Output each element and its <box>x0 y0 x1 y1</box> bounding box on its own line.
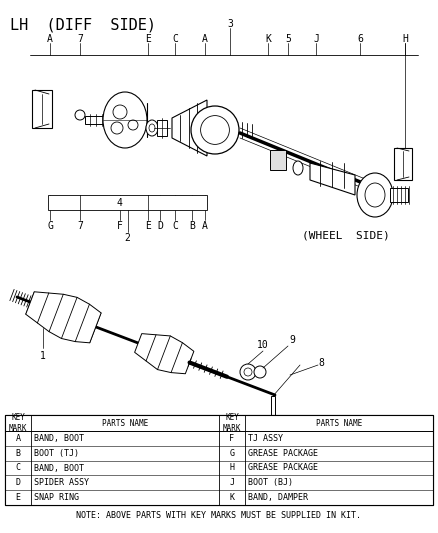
Ellipse shape <box>113 105 127 119</box>
Bar <box>32 90 52 128</box>
Text: F: F <box>230 434 234 443</box>
Bar <box>390 188 408 202</box>
Ellipse shape <box>240 364 256 380</box>
Text: A: A <box>47 34 53 44</box>
Polygon shape <box>172 100 207 156</box>
Ellipse shape <box>146 120 158 136</box>
Polygon shape <box>134 334 194 374</box>
Ellipse shape <box>191 106 239 154</box>
Text: 1: 1 <box>40 351 46 361</box>
Text: E: E <box>145 221 151 231</box>
Text: BAND, DAMPER: BAND, DAMPER <box>248 493 308 502</box>
Ellipse shape <box>293 161 303 175</box>
Bar <box>394 148 412 180</box>
Text: KEY
MARK: KEY MARK <box>223 413 241 433</box>
Polygon shape <box>310 163 355 195</box>
Text: F: F <box>117 221 123 231</box>
Bar <box>85 116 115 124</box>
Ellipse shape <box>254 366 266 378</box>
Text: G: G <box>230 449 234 458</box>
Text: 7: 7 <box>77 221 83 231</box>
Bar <box>270 150 286 170</box>
Ellipse shape <box>103 92 147 148</box>
Bar <box>5 415 433 505</box>
Text: 2: 2 <box>124 233 131 243</box>
Text: 4: 4 <box>117 198 123 207</box>
Ellipse shape <box>111 122 123 134</box>
Text: G: G <box>47 221 53 231</box>
Text: H: H <box>230 464 234 472</box>
Text: BAND, BOOT: BAND, BOOT <box>34 464 84 472</box>
Ellipse shape <box>75 110 85 120</box>
Text: 9: 9 <box>289 335 295 345</box>
Text: B: B <box>189 221 195 231</box>
Text: D: D <box>15 478 21 487</box>
Text: E: E <box>15 493 21 502</box>
Text: K: K <box>230 493 234 502</box>
Text: A: A <box>202 221 208 231</box>
Text: SNAP RING: SNAP RING <box>34 493 79 502</box>
Ellipse shape <box>128 120 138 130</box>
Text: C: C <box>15 464 21 472</box>
Text: 5: 5 <box>285 34 291 44</box>
Text: BOOT (TJ): BOOT (TJ) <box>34 449 79 458</box>
Ellipse shape <box>244 368 252 376</box>
Text: BAND, BOOT: BAND, BOOT <box>34 434 84 443</box>
Text: GREASE PACKAGE: GREASE PACKAGE <box>248 449 318 458</box>
Text: A: A <box>202 34 208 44</box>
Text: J: J <box>313 34 319 44</box>
Text: J: J <box>230 478 234 487</box>
Bar <box>271 396 275 418</box>
Text: 7: 7 <box>77 34 83 44</box>
Bar <box>5 415 433 505</box>
Text: H: H <box>402 34 408 44</box>
Polygon shape <box>26 292 101 343</box>
Ellipse shape <box>357 173 393 217</box>
Text: PARTS NAME: PARTS NAME <box>316 418 362 427</box>
Text: LH  (DIFF  SIDE): LH (DIFF SIDE) <box>10 18 156 33</box>
Text: TJ ASSY: TJ ASSY <box>248 434 283 443</box>
Text: PARTS NAME: PARTS NAME <box>102 418 148 427</box>
Text: SPIDER ASSY: SPIDER ASSY <box>34 478 89 487</box>
Text: BOOT (BJ): BOOT (BJ) <box>248 478 293 487</box>
Ellipse shape <box>149 124 155 132</box>
Text: D: D <box>157 221 163 231</box>
Text: A: A <box>15 434 21 443</box>
Text: 6: 6 <box>357 34 363 44</box>
Bar <box>48 195 207 210</box>
Text: (WHEEL  SIDE): (WHEEL SIDE) <box>302 230 390 240</box>
Ellipse shape <box>365 183 385 207</box>
Text: K: K <box>265 34 271 44</box>
Text: GREASE PACKAGE: GREASE PACKAGE <box>248 464 318 472</box>
Ellipse shape <box>201 116 230 144</box>
Text: E: E <box>145 34 151 44</box>
Text: C: C <box>172 34 178 44</box>
Text: B: B <box>15 449 21 458</box>
Text: 10: 10 <box>257 340 269 350</box>
Text: 8: 8 <box>318 358 324 368</box>
Text: NOTE: ABOVE PARTS WITH KEY MARKS MUST BE SUPPLIED IN KIT.: NOTE: ABOVE PARTS WITH KEY MARKS MUST BE… <box>77 511 361 520</box>
Bar <box>157 120 167 136</box>
Text: 3: 3 <box>227 19 233 29</box>
Text: KEY
MARK: KEY MARK <box>9 413 27 433</box>
Text: C: C <box>172 221 178 231</box>
